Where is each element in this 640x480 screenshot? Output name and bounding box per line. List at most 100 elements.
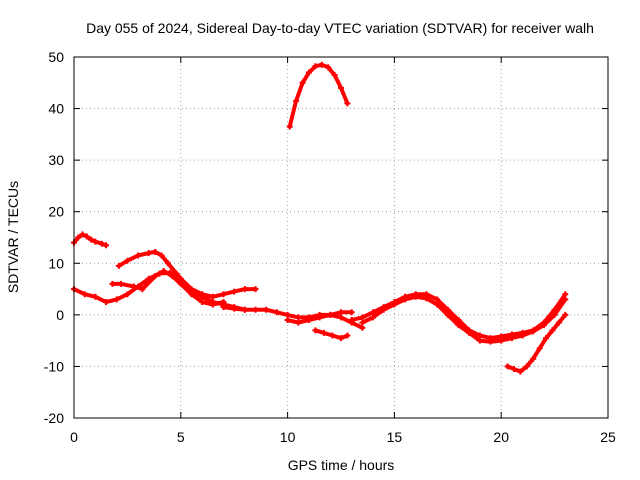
data-point: [220, 298, 227, 305]
series-track-center-low: [284, 311, 366, 331]
data-point: [88, 236, 95, 243]
data-point: [199, 298, 206, 305]
data-point: [519, 332, 526, 339]
data-point: [305, 69, 312, 76]
data-point: [444, 311, 451, 318]
grid: [74, 57, 608, 418]
data-point: [152, 273, 159, 280]
data-point: [92, 238, 99, 245]
data-point: [152, 248, 159, 255]
data-point: [312, 327, 319, 334]
data-point: [139, 286, 146, 293]
x-tick-label: 25: [600, 429, 616, 445]
data-point: [338, 309, 344, 316]
data-point: [338, 335, 344, 342]
data-point: [508, 335, 515, 342]
data-point: [549, 327, 556, 334]
data-point: [312, 63, 319, 70]
data-point: [562, 291, 569, 298]
data-point: [316, 314, 323, 321]
data-point: [220, 304, 227, 311]
data-point: [117, 280, 124, 287]
data-point: [511, 366, 518, 373]
series-track-late-dip: [504, 311, 569, 375]
data-point: [320, 329, 327, 336]
x-tick-label: 0: [70, 429, 78, 445]
data-point: [286, 123, 293, 130]
data-point: [177, 280, 184, 287]
data-point: [562, 296, 569, 303]
data-point: [444, 306, 451, 313]
y-tick-label: 30: [48, 152, 64, 168]
x-axis-label: GPS time / hours: [288, 457, 395, 473]
series-line: [72, 270, 258, 304]
data-point: [145, 249, 152, 256]
data-point: [83, 233, 90, 240]
data-point: [348, 317, 355, 324]
data-point: [160, 268, 167, 275]
y-tick-label: 40: [48, 101, 64, 117]
data-point: [81, 291, 88, 298]
data-point: [455, 317, 462, 324]
data-point: [523, 363, 530, 370]
plot-frame: [73, 56, 609, 419]
data-point: [434, 296, 441, 303]
data-point: [231, 305, 238, 312]
data-point: [402, 296, 409, 303]
data-point: [169, 273, 176, 280]
x-tick-label: 15: [387, 429, 403, 445]
data-point: [359, 314, 366, 321]
data-point: [551, 311, 558, 318]
data-point: [344, 100, 351, 107]
data-point: [75, 234, 82, 241]
y-tick-label: 0: [56, 307, 64, 323]
data-point: [318, 61, 325, 68]
y-tick-label: -20: [44, 410, 64, 426]
data-point: [380, 306, 387, 313]
data-point: [209, 293, 216, 300]
data-point: [530, 355, 537, 362]
data-point: [164, 260, 171, 267]
data-point: [295, 319, 302, 326]
series-line: [360, 294, 568, 344]
data-point: [517, 368, 524, 375]
data-point: [344, 332, 351, 339]
data-point: [109, 280, 116, 287]
data-point: [476, 332, 483, 339]
data-point: [252, 306, 259, 313]
data-point: [359, 319, 366, 326]
series-track-mid-low: [109, 268, 227, 308]
series-track-mid-arc: [115, 248, 248, 313]
axis-ticks: 0 5 10 15 20 25 -20 -10 0 10 20 30 40 50: [44, 49, 616, 445]
data-point: [103, 242, 110, 249]
data-point: [476, 337, 483, 344]
data-point: [220, 291, 227, 298]
plot-area: [71, 61, 569, 375]
data-point: [241, 286, 248, 293]
data-point: [305, 317, 312, 324]
series-line: [287, 62, 350, 129]
y-tick-label: 20: [48, 204, 64, 220]
data-point: [295, 314, 302, 321]
data-point: [284, 311, 291, 318]
data-point: [252, 286, 259, 293]
data-point: [124, 257, 131, 264]
data-point: [209, 301, 216, 308]
x-tick-label: 20: [493, 429, 509, 445]
data-point: [412, 293, 419, 300]
data-point: [103, 298, 110, 305]
data-point: [158, 252, 165, 259]
data-point: [284, 317, 291, 324]
data-point: [130, 283, 137, 290]
data-point: [348, 309, 355, 316]
data-point: [173, 270, 180, 277]
data-point: [562, 311, 569, 318]
data-point: [543, 335, 550, 342]
data-point: [124, 291, 131, 298]
data-point: [359, 324, 366, 331]
y-tick-label: 10: [48, 255, 64, 271]
data-point: [498, 337, 505, 344]
data-point: [391, 301, 398, 308]
data-point: [338, 314, 344, 321]
